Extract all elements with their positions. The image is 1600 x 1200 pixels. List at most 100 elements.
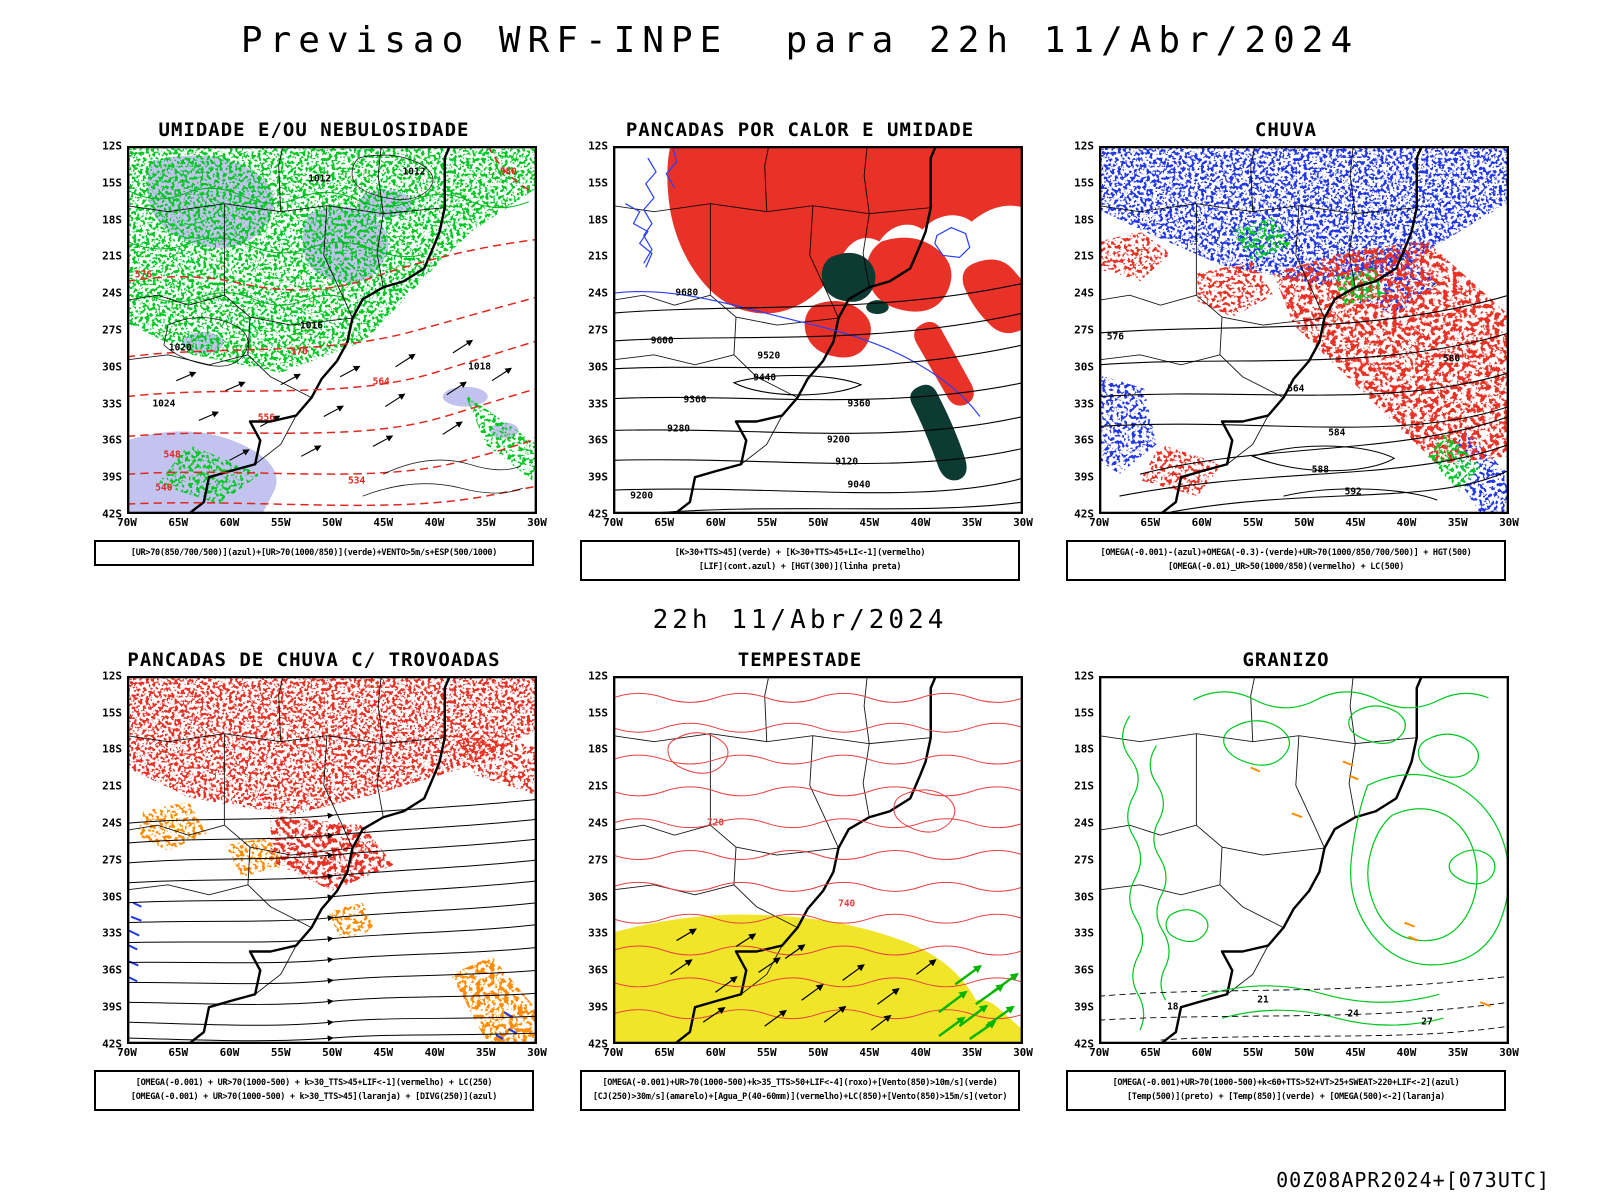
lon-tick-label: 30W	[1499, 1045, 1519, 1059]
lat-tick-label: 15S	[1074, 176, 1094, 190]
map-value-labels: 18 21 24 27	[1099, 676, 1509, 1044]
legend-line: [OMEGA(-0.001) + UR>70(1000-500) + k>30_…	[135, 1077, 493, 1088]
lon-tick-label: 30W	[527, 1045, 547, 1059]
lon-tick-label: 70W	[1089, 516, 1109, 529]
lat-tick-label: 18S	[1074, 742, 1094, 756]
legend-box: [OMEGA(-0.001)+UR>70(1000-500)+k<60+TTS>…	[1066, 1069, 1506, 1111]
lon-tick-label: 40W	[910, 516, 931, 529]
lat-tick-label: 33S	[102, 926, 122, 940]
lon-tick-label: 65W	[1140, 1045, 1161, 1059]
panel-title: GRANIZO	[1242, 648, 1330, 671]
map-frame	[1099, 675, 1509, 1044]
panel-granizo: GRANIZO 12S 15S 18S 21S 24S 27S 30S 33S 36S 39S 42…	[1063, 648, 1519, 1111]
lat-tick-label: 39S	[102, 1000, 122, 1014]
legend-box: [UR>70(850/700/500)](azul)+[UR>70(1000/8…	[94, 540, 534, 567]
tsi-red-contours	[613, 692, 1023, 1020]
contour-value-label: 9120	[835, 456, 859, 468]
lon-axis: 70W 65W 60W 55W 50W 45W 40W 35W 30W	[117, 1044, 547, 1061]
contour-value-label: 9360	[847, 398, 871, 410]
lon-tick-label: 60W	[219, 516, 240, 529]
lat-axis: 12S 15S 18S 21S 24S 27S 30S 33S 36S 39S 42S	[577, 140, 613, 521]
lat-tick-label: 42S	[588, 507, 608, 521]
lon-tick-label: 40W	[1396, 516, 1417, 529]
lat-tick-label: 42S	[588, 1037, 608, 1051]
lat-tick-label: 30S	[588, 360, 608, 374]
humidity-green-contours	[127, 187, 530, 306]
lon-tick-label: 35W	[961, 516, 982, 529]
contour-value-label: 1012	[308, 173, 332, 185]
contour-value-label: 548	[163, 449, 181, 461]
lat-tick-label: 24S	[1074, 286, 1094, 300]
lon-axis: 70W 65W 60W 55W 50W 45W 40W 35W 30W	[117, 514, 547, 531]
legend-line: [OMEGA(-0.01)_UR>50(1000/850)(vermelho) …	[1167, 562, 1405, 573]
panel-umidade: UMIDADE E/OU NEBULOSIDADE 12S 15S 18S 21S 24…	[91, 119, 547, 581]
lat-tick-label: 24S	[588, 816, 608, 830]
contour-value-label: 9280	[667, 423, 691, 435]
lon-tick-label: 45W	[859, 516, 880, 529]
lon-tick-label: 35W	[961, 1045, 982, 1059]
lon-tick-label: 55W	[270, 516, 291, 529]
lat-tick-label: 15S	[102, 706, 122, 720]
lat-tick-label: 33S	[588, 926, 608, 940]
lat-tick-label: 12S	[102, 139, 122, 153]
lon-axis: 70W 65W 60W 55W 50W 45W 40W 35W 30W	[603, 1044, 1033, 1061]
map-tempestade: 740 720	[613, 675, 1023, 1044]
contour-value-label: 740	[838, 898, 856, 910]
lon-axis: 70W 65W 60W 55W 50W 45W 40W 35W 30W	[1089, 514, 1519, 531]
lon-tick-label: 30W	[1013, 516, 1033, 529]
contour-value-label: 576	[134, 269, 152, 281]
heat-shower-red-field	[667, 146, 1023, 406]
map-value-labels: 576 580 564 584 588 592	[1099, 146, 1509, 514]
map-umidade-svg	[127, 146, 537, 514]
lon-tick-label: 65W	[168, 1045, 189, 1059]
map-chuva: 576 580 564 584 588 592	[1099, 146, 1509, 514]
lat-tick-label: 21S	[1074, 779, 1094, 793]
contour-value-label: 9600	[650, 335, 674, 347]
map-trovoadas	[127, 675, 537, 1044]
lat-tick-label: 12S	[1074, 669, 1094, 683]
lat-tick-label: 21S	[102, 249, 122, 263]
divergence-blue-marks	[128, 901, 517, 1040]
panel-title: CHUVA	[1254, 119, 1318, 141]
lat-tick-label: 36S	[102, 963, 122, 977]
lon-tick-label: 50W	[1294, 1045, 1314, 1059]
lon-tick-label: 45W	[1345, 1045, 1366, 1059]
map-frame	[127, 146, 537, 514]
lat-tick-label: 12S	[588, 669, 608, 683]
lon-tick-label: 55W	[756, 516, 777, 529]
lon-tick-label: 45W	[373, 516, 394, 529]
lon-tick-label: 50W	[322, 516, 342, 529]
panel-title: PANCADAS POR CALOR E UMIDADE	[625, 119, 975, 141]
hail-green-contours	[1121, 691, 1509, 1031]
lon-tick-label: 70W	[603, 516, 623, 529]
lat-tick-label: 12S	[588, 139, 608, 153]
lat-tick-label: 21S	[102, 779, 122, 793]
lat-tick-label: 39S	[588, 1000, 608, 1014]
map-chuva-svg	[1099, 146, 1509, 514]
contour-value-label: 592	[1344, 486, 1362, 498]
lat-tick-label: 39S	[1074, 470, 1094, 484]
contour-value-label: 720	[706, 817, 725, 829]
contour-value-label: 9200	[827, 434, 850, 446]
lon-tick-label: 55W	[1242, 1045, 1263, 1059]
contour-value-label: 564	[1287, 383, 1305, 395]
lon-tick-label: 60W	[1191, 1045, 1212, 1059]
lon-tick-label: 60W	[219, 1045, 240, 1059]
lat-tick-label: 27S	[1074, 323, 1094, 337]
lat-tick-label: 30S	[1074, 890, 1094, 904]
lon-axis: 70W 65W 60W 55W 50W 45W 40W 35W 30W	[603, 514, 1033, 531]
contour-value-label: 24	[1347, 1008, 1359, 1020]
map-value-labels: 740 720	[613, 676, 1023, 1044]
contour-value-label: 9040	[847, 479, 871, 491]
panel-row-bottom: PANCADAS DE CHUVA C/ TROVOADAS 12S 15S 18S…	[0, 649, 1600, 1111]
lat-tick-label: 15S	[588, 176, 608, 190]
lon-tick-label: 35W	[1447, 1045, 1468, 1059]
contour-value-label: 564	[372, 376, 390, 388]
legend-line: [OMEGA(-0.001)+UR>70(1000-500)+k<60+TTS>…	[1112, 1077, 1460, 1088]
lat-tick-label: 42S	[1074, 1037, 1094, 1051]
lon-tick-label: 65W	[1140, 516, 1161, 529]
lon-tick-label: 30W	[1013, 1045, 1033, 1059]
lon-tick-label: 60W	[1191, 516, 1212, 529]
lon-tick-label: 40W	[1396, 1045, 1417, 1059]
